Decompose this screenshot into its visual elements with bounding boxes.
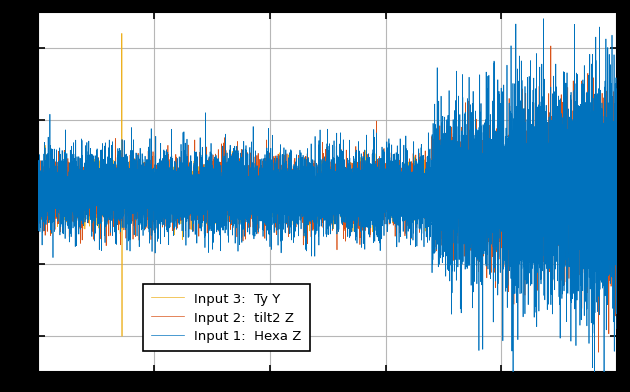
Input 3:  Ty Y: (1.96e+03, -0.000221): Ty Y: (1.96e+03, -0.000221) (148, 190, 156, 194)
Input 3:  Ty Y: (4.89e+03, -0.128): Ty Y: (4.89e+03, -0.128) (318, 199, 325, 204)
Input 2:  tilt2 Z: (45, 0.0264): tilt2 Z: (45, 0.0264) (37, 188, 44, 192)
Input 1:  Hexa Z: (45, -0.202): Hexa Z: (45, -0.202) (37, 204, 44, 209)
Input 3:  Ty Y: (1.45e+03, 2.2): Ty Y: (1.45e+03, 2.2) (118, 31, 125, 36)
Input 2:  tilt2 Z: (0, -0.149): tilt2 Z: (0, -0.149) (34, 200, 42, 205)
Input 1:  Hexa Z: (1.96e+03, -0.0154): Hexa Z: (1.96e+03, -0.0154) (147, 191, 155, 196)
Input 1:  Hexa Z: (598, -0.124): Hexa Z: (598, -0.124) (69, 199, 76, 203)
Input 2:  tilt2 Z: (1.96e+03, 0.00392): tilt2 Z: (1.96e+03, 0.00392) (147, 189, 155, 194)
Input 3:  Ty Y: (9.47e+03, 0.127): Ty Y: (9.47e+03, 0.127) (583, 181, 590, 185)
Input 3:  Ty Y: (1.45e+03, -2): Ty Y: (1.45e+03, -2) (118, 334, 126, 339)
Input 2:  tilt2 Z: (414, 0.000788): tilt2 Z: (414, 0.000788) (58, 190, 66, 194)
Input 3:  Ty Y: (1e+04, -0.0412): Ty Y: (1e+04, -0.0412) (614, 193, 621, 198)
Input 1:  Hexa Z: (9.47e+03, 0.359): Hexa Z: (9.47e+03, 0.359) (583, 164, 590, 169)
Input 1:  Hexa Z: (0, 0.139): Hexa Z: (0, 0.139) (34, 180, 42, 184)
Input 1:  Hexa Z: (1e+04, 0.612): Hexa Z: (1e+04, 0.612) (614, 145, 621, 150)
Input 1:  Hexa Z: (4.89e+03, 0.0637): Hexa Z: (4.89e+03, 0.0637) (318, 185, 325, 190)
Input 3:  Ty Y: (598, -0.0408): Ty Y: (598, -0.0408) (69, 193, 76, 198)
Legend: Input 3:  Ty Y, Input 2:  tilt2 Z, Input 1:  Hexa Z: Input 3: Ty Y, Input 2: tilt2 Z, Input 1… (143, 284, 310, 351)
Input 3:  Ty Y: (45, 0.171): Ty Y: (45, 0.171) (37, 178, 44, 182)
Line: Input 1:  Hexa Z: Input 1: Hexa Z (38, 19, 617, 392)
Input 2:  tilt2 Z: (9.47e+03, -0.576): tilt2 Z: (9.47e+03, -0.576) (583, 231, 590, 236)
Input 2:  tilt2 Z: (598, 0.0634): tilt2 Z: (598, 0.0634) (69, 185, 76, 190)
Input 1:  Hexa Z: (414, 0.093): Hexa Z: (414, 0.093) (58, 183, 66, 188)
Input 2:  tilt2 Z: (8.85e+03, 2.03): tilt2 Z: (8.85e+03, 2.03) (547, 44, 554, 48)
Input 2:  tilt2 Z: (9.67e+03, -2.22): tilt2 Z: (9.67e+03, -2.22) (595, 350, 602, 354)
Input 2:  tilt2 Z: (1e+04, -0.972): tilt2 Z: (1e+04, -0.972) (614, 260, 621, 265)
Input 2:  tilt2 Z: (4.89e+03, 0.286): tilt2 Z: (4.89e+03, 0.286) (318, 169, 325, 174)
Line: Input 3:  Ty Y: Input 3: Ty Y (38, 33, 617, 336)
Line: Input 2:  tilt2 Z: Input 2: tilt2 Z (38, 46, 617, 352)
Input 3:  Ty Y: (0, 0.0627): Ty Y: (0, 0.0627) (34, 185, 42, 190)
Input 1:  Hexa Z: (8.73e+03, 2.4): Hexa Z: (8.73e+03, 2.4) (540, 16, 547, 21)
Input 3:  Ty Y: (414, -0.163): Ty Y: (414, -0.163) (58, 201, 66, 206)
